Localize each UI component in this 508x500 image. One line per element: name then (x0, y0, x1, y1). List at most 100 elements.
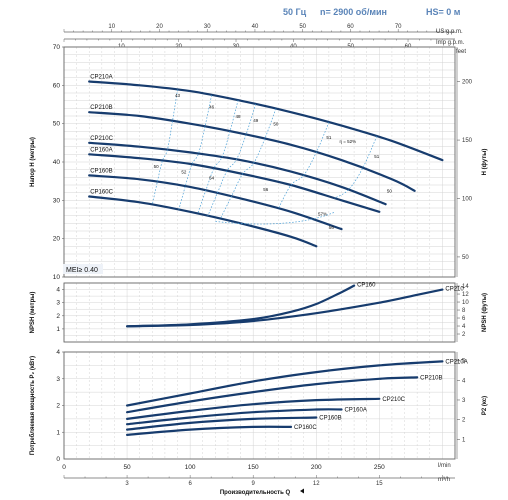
y-tick-label: 3 (56, 300, 60, 307)
efficiency-label: 56 (329, 225, 335, 230)
y2-axis-label: NPSH (футы) (481, 293, 488, 332)
x-tick-label: 150 (248, 464, 259, 471)
curve-cp160a (88, 153, 381, 213)
efficiency-label: 46 (209, 104, 215, 109)
efficiency-isoline (334, 136, 378, 199)
y2-tick-label: 4 (462, 378, 466, 384)
m3h-tick-label: 3 (125, 481, 129, 487)
y-tick-label: 30 (53, 197, 61, 204)
curve-cp160b (88, 174, 343, 231)
top-tick-label-us: 70 (395, 24, 402, 30)
y2-unit-label: feet (456, 49, 466, 55)
y-tick-label: 10 (53, 274, 61, 281)
y2-tick-label: 6 (462, 316, 466, 322)
y2-tick-label: 14 (462, 284, 469, 290)
top-tick-label-us: 10 (108, 24, 115, 30)
efficiency-label: 51 (374, 154, 380, 159)
mei-box (63, 264, 103, 274)
x-unit-l: l/min (438, 463, 451, 469)
y2-tick-label: 2 (462, 332, 466, 338)
y2-tick-label: 5 (462, 359, 466, 365)
efficiency-isoline (151, 89, 178, 205)
x-tick-label: 250 (374, 464, 385, 471)
y2-tick-label: 50 (462, 255, 469, 261)
x-tick-label: 200 (311, 464, 322, 471)
header-frequency: 50 Гц (283, 7, 307, 17)
efficiency-label: 54 (209, 175, 215, 180)
curve-cp210c (88, 141, 387, 206)
curve-cp210a (126, 360, 444, 407)
y2-tick-label: 8 (462, 308, 466, 314)
y2-axis-label: H (футы) (481, 149, 488, 176)
top-tick-label-us: 40 (252, 24, 259, 30)
header-hs: HS= 0 м (426, 7, 461, 17)
efficiency-label: 57% (318, 212, 327, 217)
efficiency-label: η = 52% (339, 139, 356, 144)
x-tick-label: 0 (62, 464, 66, 471)
m3h-tick-label: 9 (252, 481, 256, 487)
top-tick-label-us: 50 (299, 24, 306, 30)
y-tick-label: 60 (53, 82, 61, 89)
y-axis-label: Напор H (метры) (30, 137, 36, 187)
efficiency-label: 50 (387, 189, 393, 194)
x-tick-label: 50 (123, 464, 131, 471)
y-tick-label: 50 (53, 121, 61, 128)
y-tick-label: 20 (53, 236, 61, 243)
y-axis-label: NPSH (метры) (30, 292, 36, 334)
y2-axis-label: P2 (кс) (482, 396, 488, 415)
curve-cp210a (88, 80, 444, 162)
y2-tick-label: 200 (462, 80, 473, 86)
y2-tick-label: 1 (462, 437, 466, 443)
curves (126, 360, 444, 436)
curve-label-cp210b: CP210B (90, 105, 112, 111)
y2-tick-label: 4 (462, 324, 466, 330)
y-tick-label: 4 (56, 287, 60, 294)
curve-label-cp210c: CP210C (382, 397, 405, 403)
efficiency-label: 50 (273, 122, 279, 127)
panel-frame (63, 282, 456, 343)
y2-tick-label: 150 (462, 138, 473, 144)
efficiency-isoline (178, 95, 212, 210)
efficiency-label: 56 (263, 187, 269, 192)
curve-label-cp210a: CP210A (445, 359, 467, 365)
y-tick-label: 70 (53, 44, 61, 51)
top-unit-imp: Imp g.p.m. (436, 40, 465, 46)
curves (126, 284, 444, 328)
efficiency-label: 52 (181, 170, 187, 175)
curve-cp160c (88, 195, 318, 248)
curve-label-cp210: CP210 (445, 287, 464, 293)
curve-cp160a (126, 408, 343, 426)
curve-cp210c (126, 397, 381, 420)
y2-tick-label: 3 (462, 398, 466, 404)
panel-background (64, 283, 455, 342)
efficiency-isoline (197, 100, 239, 214)
curve-label-cp160b: CP160B (90, 168, 112, 174)
efficiency-label: 48 (236, 114, 242, 119)
curves (88, 80, 444, 248)
x-axis-label: Производительность Q (220, 490, 291, 496)
mei-label: MEI≥ 0.40 (66, 267, 98, 274)
curve-label-cp160: CP160 (357, 283, 376, 289)
efficiency-isoline (207, 103, 257, 217)
curve-label-cp210c: CP210C (90, 136, 113, 142)
top-unit-us: US g.p.m. (436, 29, 463, 35)
y-tick-label: 1 (56, 326, 60, 333)
y-tick-label: 2 (56, 313, 60, 320)
x-arrow-icon (300, 488, 304, 494)
curve-label-cp160c: CP160C (294, 425, 317, 431)
efficiency-label: 51 (326, 135, 332, 140)
efficiency-isoline (220, 108, 277, 219)
top-tick-label-us: 30 (204, 24, 211, 30)
y-tick-label: 4 (56, 349, 60, 356)
y-tick-label: 40 (53, 159, 61, 166)
y-tick-label: 2 (56, 403, 60, 410)
top-tick-label-us: 60 (347, 24, 354, 30)
curve-cp210b (88, 111, 416, 192)
y2-tick-label: 12 (462, 292, 469, 298)
y-axis-label: Потребляемая мощность P₂ (кВт) (29, 356, 36, 455)
header-speed: n= 2900 об/мин (320, 7, 387, 17)
efficiency-isoline (278, 122, 330, 209)
x-tick-label: 100 (185, 464, 196, 471)
